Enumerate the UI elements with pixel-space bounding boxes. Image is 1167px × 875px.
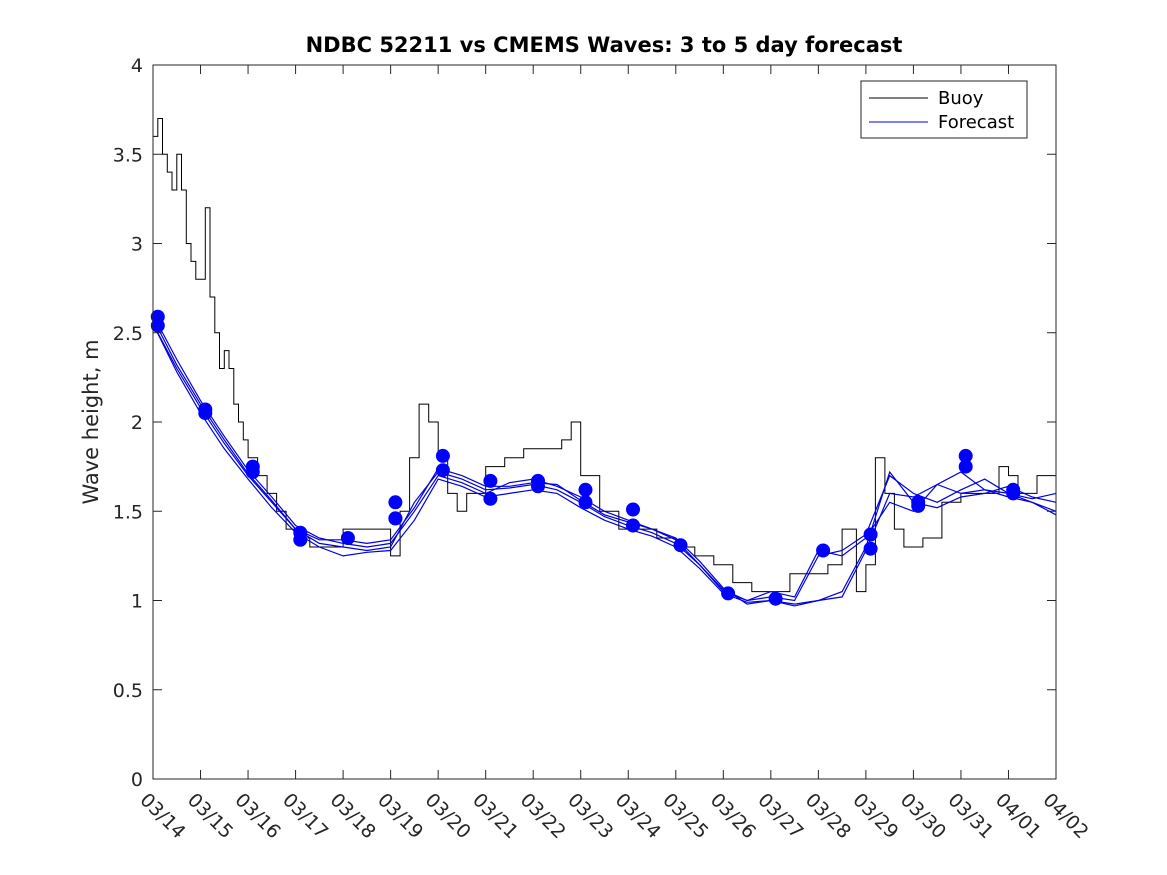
forecast-marker	[198, 406, 213, 421]
forecast-marker	[435, 448, 450, 463]
forecast-marker	[863, 541, 878, 556]
y-tick-label: 0.5	[113, 680, 143, 702]
forecast-marker	[626, 518, 640, 533]
forecast-marker	[958, 448, 973, 463]
legend-forecast-label: Forecast	[938, 112, 1014, 133]
forecast-marker	[435, 463, 450, 478]
forecast-marker	[578, 495, 593, 510]
forecast-marker	[483, 473, 498, 488]
forecast-marker	[768, 591, 783, 606]
y-tick-label: 3.5	[113, 144, 143, 166]
forecast-marker	[673, 538, 688, 553]
y-tick-label: 0	[131, 769, 143, 791]
forecast-marker	[958, 459, 973, 474]
forecast-marker	[626, 502, 640, 517]
forecast-marker	[911, 498, 926, 513]
y-tick-label: 1.5	[113, 501, 143, 523]
y-axis-label: Wave height, m	[79, 339, 103, 504]
marker-layer	[150, 309, 1021, 606]
y-tick-label: 4	[131, 55, 143, 77]
forecast-marker	[150, 318, 165, 333]
legend: Buoy Forecast	[860, 80, 1028, 139]
forecast-marker	[388, 511, 403, 526]
y-axis-ticks: 0 0.5 1 1.5 2 2.5 3 3.5 4	[113, 55, 1056, 791]
legend-buoy-label: Buoy	[938, 88, 984, 109]
forecast-marker	[293, 532, 308, 547]
buoy-series-line	[153, 118, 1057, 593]
legend-box	[860, 80, 1028, 139]
y-tick-label: 2.5	[113, 323, 143, 345]
forecast-marker	[340, 531, 355, 545]
forecast-marker	[863, 527, 878, 542]
forecast-marker	[531, 479, 545, 494]
forecast-marker	[245, 465, 260, 479]
forecast-marker	[483, 491, 498, 506]
plot-area	[153, 65, 1056, 779]
forecast-marker	[1006, 486, 1021, 501]
y-tick-label: 3	[131, 234, 143, 256]
forecast-marker	[721, 586, 736, 601]
chart-title: NDBC 52211 vs CMEMS Waves: 3 to 5 day fo…	[306, 33, 903, 57]
forecast-marker	[578, 482, 593, 497]
forecast-marker	[388, 495, 403, 510]
buoy-layer	[153, 118, 1057, 593]
forecast-marker	[816, 543, 831, 558]
y-tick-label: 2	[131, 412, 143, 434]
y-tick-label: 1	[131, 591, 143, 613]
